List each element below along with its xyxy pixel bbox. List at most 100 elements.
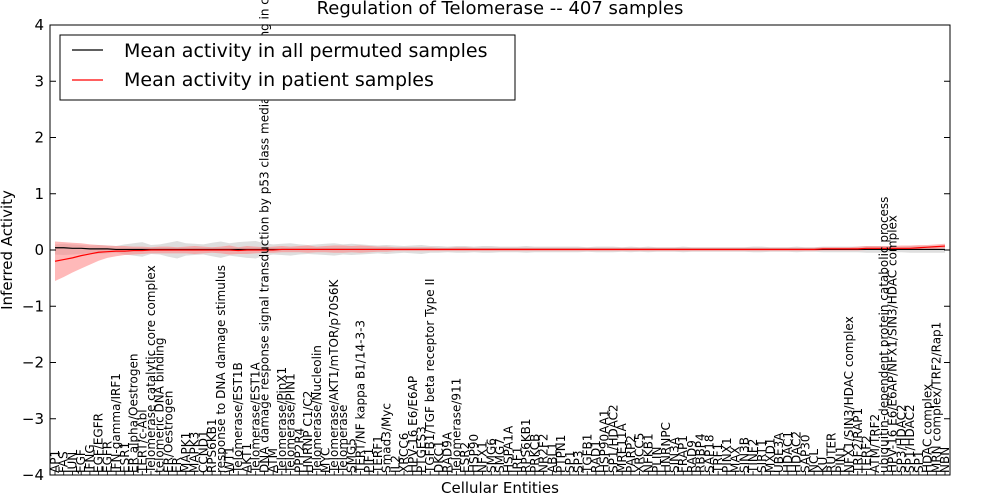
x-category-label: RAD9 xyxy=(685,440,699,473)
x-category-label: EGF/EGFR xyxy=(92,413,106,473)
x-category-label: HDAC1 xyxy=(781,431,795,473)
x-category-label: XRCC6 xyxy=(397,433,411,473)
y-tick-label: 0 xyxy=(34,241,44,259)
x-category-label: HNRNP C1/C2 xyxy=(301,391,315,473)
x-category-label: TERT/NF kappa B1/14-3-3 xyxy=(353,320,367,474)
x-category-label: ATM/TRF2 xyxy=(868,414,882,473)
line-patient xyxy=(54,245,946,262)
x-category-label: NCL xyxy=(807,449,821,473)
x-category-label: NFX1 xyxy=(476,441,490,473)
x-category-label: PRKCB xyxy=(528,434,542,473)
x-category-label: ubiquitin-dependent protein catabolic pr… xyxy=(877,197,891,473)
y-tick-label: 3 xyxy=(34,72,44,90)
x-category-label: ER/Oestrogen xyxy=(161,391,175,473)
x-category-label: HPV-16 E6/E6AP/NFX1/SIN3/HDAC complex xyxy=(886,215,900,473)
y-axis-label: Inferred Activity xyxy=(0,190,16,310)
x-category-label: RPS6KB1 xyxy=(205,418,219,473)
x-category-label: EGFR xyxy=(100,441,114,473)
x-category-label: TRF2/RAP1 xyxy=(851,408,865,474)
x-category-label: MRN complex/TRF2/Rap1 xyxy=(929,322,943,473)
x-category-label: SAP30 xyxy=(798,434,812,473)
x-category-label: HNRNPC xyxy=(659,422,673,473)
x-category-label: MYC xyxy=(318,448,332,473)
x-category-label: Telomerase/AKT1/mTOR/p70S6K xyxy=(327,278,341,474)
y-tick-label: −2 xyxy=(22,354,44,372)
x-category-label: Telomerase xyxy=(336,405,350,474)
x-category-label: PPP2R4 xyxy=(292,428,306,473)
x-category-label: RUTER xyxy=(825,433,839,473)
x-category-label: AP1 xyxy=(48,450,62,473)
x-category-label: IFN-gamma/IRF1 xyxy=(109,373,123,473)
y-tick-label: 1 xyxy=(34,185,44,203)
x-category-label: HSPA1A xyxy=(502,425,516,473)
x-category-label: MAPK3 xyxy=(188,432,202,473)
x-category-label: SP3/HDAC2 xyxy=(894,404,908,473)
x-category-label: NFKB1 xyxy=(641,433,655,473)
x-category-label: PTGES3 xyxy=(414,426,428,473)
x-category-label: HDAC complex xyxy=(921,384,935,473)
legend-label-patient: Mean activity in patient samples xyxy=(124,69,434,91)
x-category-label: SP1/HDAC2 xyxy=(903,404,917,473)
x-category-label: KU xyxy=(816,457,830,473)
x-category-label: TERT/c-Abl xyxy=(135,409,149,474)
x-category-label: FRAP1 xyxy=(676,435,690,473)
x-category-label: Telomerase/Nucleolin xyxy=(310,345,324,474)
x-category-label: JUN xyxy=(65,452,79,474)
y-tick-label: 2 xyxy=(34,129,44,147)
x-axis-ticks xyxy=(54,471,946,475)
x-category-label: HPV-16 E6/E6AP xyxy=(406,376,420,473)
series-lines xyxy=(54,245,946,262)
chart-title: Regulation of Telomerase -- 407 samples xyxy=(317,0,684,19)
x-category-label: ESR2 xyxy=(458,442,472,473)
x-category-label: telomeric DNA binding xyxy=(153,338,167,473)
y-tick-label: 4 xyxy=(34,16,44,34)
x-category-label: Telomerase/PIN1 xyxy=(284,373,298,474)
x-category-label: NR2F2 xyxy=(537,434,551,474)
x-category-label: HSP90 xyxy=(467,434,481,473)
x-category-label: RAD9A xyxy=(441,431,455,473)
x-category-label: RAD1 xyxy=(589,440,603,473)
x-category-label: RPS6KB1 xyxy=(519,418,533,473)
x-category-label: SMG6 xyxy=(484,438,498,473)
x-category-label: TGFB1 xyxy=(580,434,594,474)
x-category-label: ABL1 xyxy=(545,442,559,473)
x-category-label: SIN3B xyxy=(737,437,751,473)
legend-label-permuted: Mean activity in all permuted samples xyxy=(124,40,487,62)
band-patient xyxy=(55,241,945,281)
x-category-label: Telomerase/911 xyxy=(449,378,463,474)
x-category-label: RBBP4 xyxy=(694,433,708,473)
y-tick-label: −4 xyxy=(22,466,44,484)
x-axis-label: Cellular Entities xyxy=(441,479,559,497)
x-category-label: PARP2 xyxy=(624,435,638,473)
x-category-label: WT1 xyxy=(223,446,237,473)
x-category-label: ATM xyxy=(266,448,280,473)
x-category-label: SMG5 xyxy=(345,438,359,473)
x-category-label: Telomerase/PinX1 xyxy=(275,367,289,474)
x-category-label: PINX1 xyxy=(720,437,734,473)
x-category-label: TGFB1/TGF beta receptor Type II xyxy=(423,278,437,474)
x-category-label: CCND1 xyxy=(196,430,210,473)
x-category-label: NBN xyxy=(938,447,952,473)
x-category-label: Telomerase/EST1A xyxy=(249,361,263,474)
x-category-label: SIN3A xyxy=(668,436,682,473)
x-category-label: Smad3/Myc xyxy=(380,403,394,473)
x-category-label: IFNG xyxy=(83,444,97,473)
x-category-labels: AP1FASJUNEGFIFNGEGF/EGFREGFRIFN-gamma/IR… xyxy=(48,0,952,474)
x-category-label: TINF2 xyxy=(746,439,760,474)
x-category-label: ESR1 xyxy=(118,442,132,473)
x-category-label: PTPN1 xyxy=(554,435,568,473)
x-category-label: MAPK1 xyxy=(179,432,193,473)
x-category-label: IRF1 xyxy=(510,447,524,473)
x-category-label: SAP18 xyxy=(702,434,716,473)
x-category-label: MAX xyxy=(729,446,743,473)
legend-box xyxy=(59,34,516,101)
x-category-label: SP1/HDAC2 xyxy=(606,404,620,473)
x-category-label: TERF2 xyxy=(859,435,873,474)
x-category-label: ER alpha/Oestrogen xyxy=(127,354,141,473)
x-category-label: NFX1/SIN3/HDAC complex xyxy=(842,316,856,473)
x-category-label: TERF1 xyxy=(371,435,385,474)
x-category-label: SP1 xyxy=(563,450,577,473)
x-category-label: IL2 xyxy=(388,455,402,473)
x-category-label: TRF1 xyxy=(711,443,725,474)
